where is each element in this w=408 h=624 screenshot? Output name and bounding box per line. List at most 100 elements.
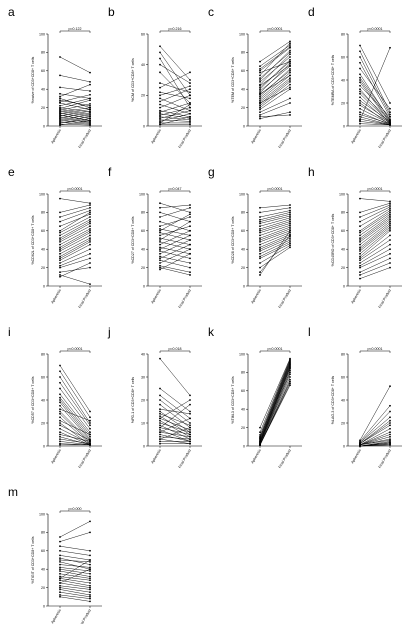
series-line: [159, 247, 191, 255]
data-point-apheresis: [159, 206, 161, 209]
series-line: [259, 87, 291, 104]
data-point-final-product: [289, 79, 291, 81]
p-value-label: p<0.0001: [367, 347, 382, 351]
series-line: [159, 202, 191, 213]
data-point-final-product: [389, 433, 391, 436]
data-point-apheresis: [59, 252, 61, 255]
panel-letter: g: [208, 165, 215, 179]
y-axis-label: %PD-1 of CD3+CD8+ T cells: [131, 377, 135, 423]
data-point-final-product: [189, 424, 191, 427]
series-line: [159, 214, 191, 231]
y-tick-label: 80: [341, 352, 345, 356]
data-point-apheresis: [59, 443, 61, 446]
series-line: [59, 394, 91, 433]
data-point-apheresis: [59, 234, 61, 237]
data-point-apheresis: [359, 255, 361, 258]
y-tick-label: 40: [41, 88, 45, 92]
series-line: [259, 219, 291, 230]
data-point-final-product: [189, 118, 191, 121]
y-tick-label: 20: [41, 421, 45, 425]
data-point-final-product: [89, 213, 91, 216]
data-point-final-product: [289, 88, 291, 91]
series-line: [159, 230, 191, 245]
data-point-final-product: [89, 520, 91, 523]
data-point-final-product: [389, 102, 391, 104]
series-line: [259, 230, 291, 243]
data-point-final-product: [189, 399, 191, 401]
series-line: [359, 108, 391, 124]
series-line: [359, 212, 391, 233]
data-point-apheresis: [259, 271, 261, 274]
data-point-final-product: [89, 266, 91, 269]
data-point-final-product: [189, 103, 191, 106]
data-point-final-product: [89, 424, 91, 427]
series-line: [259, 243, 291, 259]
series-line: [359, 411, 391, 443]
data-point-final-product: [389, 410, 391, 413]
series-line: [259, 226, 291, 239]
x-tick-label: Final Product: [178, 289, 192, 309]
x-tick-label: Apheresis: [50, 288, 62, 304]
data-point-final-product: [189, 204, 191, 206]
data-point-apheresis: [59, 381, 61, 384]
series-line: [359, 210, 391, 231]
y-tick-label: 100: [239, 352, 245, 356]
data-point-apheresis: [259, 231, 261, 234]
data-point-apheresis: [359, 277, 361, 280]
panel-letter: f: [108, 165, 112, 179]
data-point-final-product: [189, 234, 191, 237]
data-point-apheresis: [259, 216, 261, 218]
data-point-final-product: [389, 262, 391, 264]
data-point-apheresis: [159, 112, 161, 115]
x-tick-label: Final Product: [278, 129, 292, 149]
y-tick-label: 60: [241, 69, 245, 73]
data-point-apheresis: [59, 387, 61, 390]
data-point-final-product: [389, 123, 391, 126]
p-value-label: p<0.0001: [267, 347, 282, 351]
data-point-final-product: [289, 217, 291, 219]
data-point-apheresis: [159, 94, 161, 97]
data-point-apheresis: [259, 80, 261, 83]
data-point-final-product: [89, 240, 91, 243]
data-point-final-product: [289, 77, 291, 80]
y-tick-label: 0: [43, 284, 45, 288]
series-line: [259, 50, 291, 81]
data-point-apheresis: [159, 255, 161, 258]
y-tick-label: 20: [241, 266, 245, 270]
data-point-final-product: [89, 579, 91, 582]
y-tick-label: 40: [341, 398, 345, 402]
series-line: [59, 235, 91, 252]
data-point-apheresis: [159, 394, 161, 397]
y-axis-label: %CM of CD3+CD8+ T cells: [131, 58, 135, 102]
data-point-apheresis: [159, 252, 161, 255]
data-point-apheresis: [59, 412, 61, 415]
series-line: [159, 104, 191, 114]
data-point-final-product: [289, 74, 291, 77]
y-axis-label: %TIM-3 of CD3+CD8+ T cells: [231, 376, 235, 424]
x-tick-label: Apheresis: [350, 128, 362, 144]
series-line: [159, 72, 191, 88]
data-point-final-product: [289, 53, 291, 56]
data-point-final-product: [89, 228, 91, 230]
series-line: [59, 109, 91, 115]
data-point-apheresis: [59, 211, 61, 214]
data-point-apheresis: [59, 229, 61, 232]
data-point-apheresis: [59, 408, 61, 411]
series-line: [259, 362, 291, 438]
data-point-apheresis: [259, 114, 261, 116]
data-point-apheresis: [59, 248, 61, 251]
x-tick-label: Final Product: [178, 129, 192, 149]
series-line: [59, 438, 91, 444]
series-line: [159, 228, 191, 236]
data-point-final-product: [389, 416, 391, 419]
data-point-apheresis: [259, 95, 261, 98]
series-line: [259, 376, 291, 445]
series-line: [59, 98, 91, 106]
panel-l: l 0 20 40 60 80 %LAG-3 of CD3+CD8+ T cells Aphe…: [308, 325, 402, 469]
y-tick-label: 0: [43, 124, 45, 128]
data-point-apheresis: [359, 197, 361, 200]
data-point-final-product: [89, 211, 91, 214]
series-line: [59, 241, 91, 259]
series-line: [259, 358, 291, 428]
data-point-apheresis: [359, 250, 361, 252]
